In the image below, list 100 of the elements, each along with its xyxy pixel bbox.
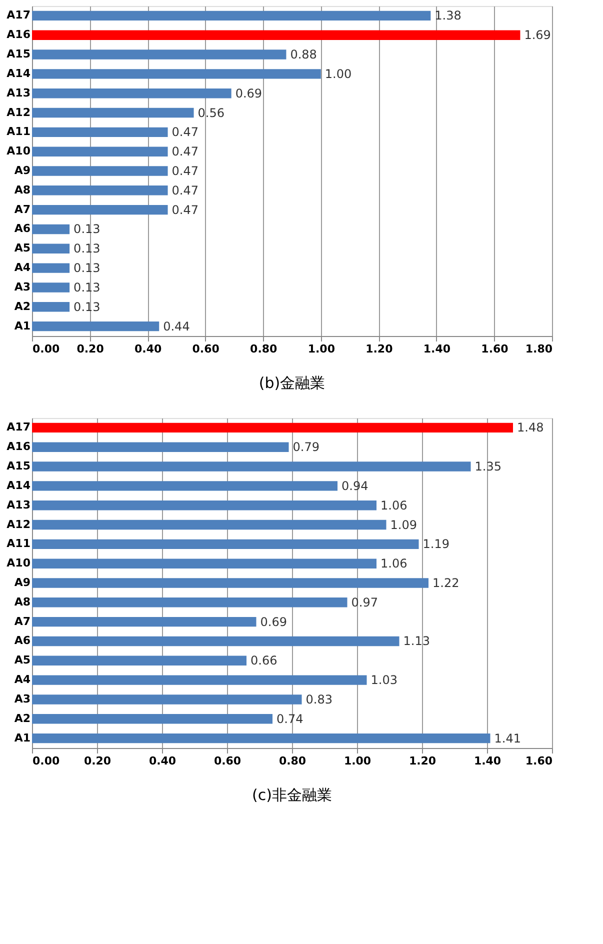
y-tick-label: A5 — [14, 654, 30, 667]
y-tick-label: A13 — [6, 498, 30, 512]
x-tick-label: 0.80 — [278, 754, 306, 768]
bar — [32, 88, 232, 98]
x-tick-label: 1.60 — [481, 342, 509, 356]
x-tick-label: 0.60 — [192, 342, 220, 356]
data-label: 0.94 — [342, 478, 368, 493]
x-tick-label: 1.60 — [525, 754, 553, 768]
y-tick-label: A12 — [6, 106, 30, 119]
y-tick-label: A4 — [14, 673, 31, 686]
y-tick-label: A10 — [6, 144, 31, 158]
x-tick-label: 0.00 — [32, 754, 60, 768]
y-tick-label: A12 — [6, 518, 30, 531]
y-tick-label: A9 — [14, 164, 30, 177]
data-label: 0.47 — [172, 202, 198, 217]
y-tick-label: A4 — [14, 261, 31, 274]
bar — [32, 302, 70, 312]
y-tick-label: A9 — [14, 576, 30, 589]
x-tick-label: 0.40 — [148, 754, 176, 768]
y-tick-label: A15 — [6, 48, 30, 61]
bar — [32, 244, 70, 254]
y-tick-label: A10 — [6, 556, 31, 570]
data-label: 1.48 — [517, 420, 544, 435]
text: (b)金融業 — [258, 374, 326, 392]
bar — [32, 10, 431, 21]
y-tick-label: A1 — [14, 319, 30, 332]
data-label: 1.00 — [324, 66, 352, 81]
x-tick-label: 0.60 — [214, 754, 242, 768]
y-tick-label: A3 — [14, 280, 30, 294]
y-tick-label: A6 — [14, 634, 31, 648]
data-label: 1.69 — [524, 28, 551, 42]
y-tick-label: A2 — [14, 300, 30, 313]
bar — [32, 146, 168, 156]
data-label: 1.13 — [403, 634, 430, 648]
y-tick-label: A14 — [6, 66, 31, 80]
data-label: 0.56 — [198, 106, 224, 120]
data-label: 1.19 — [422, 537, 450, 552]
data-label: 0.97 — [351, 595, 378, 610]
x-tick-label: 0.80 — [250, 342, 278, 356]
data-label: 1.06 — [380, 498, 408, 512]
bar — [32, 186, 168, 196]
x-tick-label: 0.00 — [32, 342, 60, 356]
data-label: 0.47 — [172, 183, 198, 198]
y-tick-label: A15 — [6, 460, 30, 473]
bar — [32, 263, 70, 273]
data-label: 0.79 — [292, 440, 320, 454]
y-tick-label: A14 — [6, 478, 31, 492]
x-tick-label: 1.00 — [344, 754, 372, 768]
y-tick-label: A8 — [14, 595, 30, 608]
y-tick-label: A11 — [6, 125, 30, 138]
data-label: 0.83 — [306, 692, 332, 706]
text: (c)非金融業 — [252, 786, 332, 804]
y-tick-label: A1 — [14, 731, 30, 744]
x-tick-label: 1.80 — [525, 342, 553, 356]
data-label: 0.13 — [74, 222, 100, 236]
data-label: 0.69 — [260, 614, 287, 629]
bar — [32, 282, 70, 292]
y-tick-label: A11 — [6, 537, 30, 550]
y-tick-label: A8 — [14, 183, 30, 196]
bar — [32, 224, 70, 234]
y-tick-label: A17 — [6, 420, 30, 434]
x-tick-label: 0.40 — [134, 342, 162, 356]
data-label: 0.13 — [74, 280, 100, 294]
data-label: 0.88 — [290, 48, 317, 62]
bar — [32, 166, 168, 176]
x-tick-label: 0.20 — [76, 342, 104, 356]
y-tick-label: A2 — [14, 712, 30, 725]
y-tick-label: A6 — [14, 222, 31, 236]
data-label: 1.09 — [390, 518, 417, 532]
y-tick-label: A7 — [14, 202, 30, 216]
data-label: 1.35 — [474, 460, 502, 474]
y-tick-label: A16 — [6, 440, 31, 454]
y-tick-label: A7 — [14, 614, 30, 628]
bar — [32, 30, 520, 40]
data-label: 0.13 — [74, 300, 100, 314]
bar — [32, 50, 286, 60]
x-tick-label: 0.20 — [84, 754, 112, 768]
y-tick-label: A16 — [6, 28, 31, 42]
data-label: 0.74 — [276, 712, 304, 726]
data-label: 0.13 — [74, 242, 100, 256]
data-label: 1.06 — [380, 556, 408, 571]
data-label: 0.44 — [163, 319, 190, 334]
data-label: 0.47 — [172, 164, 198, 178]
data-label: 0.47 — [172, 125, 198, 140]
x-tick-label: 1.40 — [474, 754, 502, 768]
bar — [32, 127, 168, 138]
data-label: 0.69 — [235, 86, 262, 100]
y-tick-label: A13 — [6, 86, 30, 100]
y-tick-label: A17 — [6, 8, 30, 22]
x-tick-label: 1.20 — [366, 342, 394, 356]
data-label: 0.66 — [250, 654, 278, 668]
y-tick-label: A5 — [14, 242, 30, 255]
bar — [32, 108, 194, 118]
x-tick-label: 1.40 — [423, 342, 451, 356]
x-tick-label: 1.20 — [408, 754, 436, 768]
x-tick-label: 1.00 — [308, 342, 336, 356]
y-tick-label: A3 — [14, 692, 30, 706]
data-label: 1.22 — [432, 576, 460, 590]
bar — [32, 321, 160, 332]
bar — [32, 204, 168, 215]
